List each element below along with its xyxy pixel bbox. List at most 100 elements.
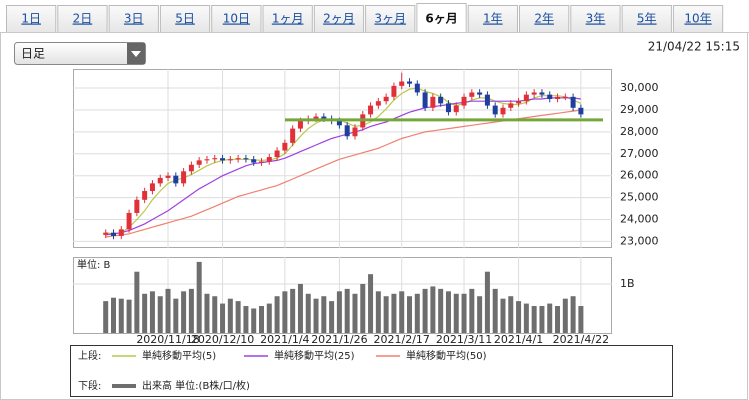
candle-body xyxy=(321,116,327,119)
candle-body xyxy=(492,105,498,115)
volume-bar xyxy=(243,306,249,333)
tab[interactable] xyxy=(519,5,570,33)
candle-body xyxy=(235,158,241,160)
volume-bar xyxy=(399,291,405,333)
period-dropdown[interactable]: 日足 xyxy=(14,42,146,65)
volume-bar xyxy=(344,288,350,333)
candle-body xyxy=(383,96,389,102)
candle-body xyxy=(570,96,576,108)
volume-bar xyxy=(461,293,467,333)
volume-bar xyxy=(484,271,490,333)
y-tick-label: 26,000 xyxy=(620,169,659,182)
volume-bar xyxy=(274,296,280,333)
volume-bar xyxy=(259,306,264,333)
tab-label[interactable]: 3年 xyxy=(586,12,606,26)
candle-body xyxy=(531,92,537,95)
tab-label[interactable]: 2年 xyxy=(534,12,554,26)
volume-bar xyxy=(110,297,116,333)
tab[interactable] xyxy=(621,5,672,33)
tab[interactable] xyxy=(570,5,621,33)
tab[interactable] xyxy=(313,5,365,33)
candle-body xyxy=(344,125,350,137)
candle-body xyxy=(274,150,280,158)
volume-bar xyxy=(453,293,459,333)
tab[interactable] xyxy=(108,5,159,33)
candle-body xyxy=(453,105,459,113)
candle-body xyxy=(196,160,202,165)
volume-bar xyxy=(422,288,428,333)
volume-bar xyxy=(126,299,132,333)
volume-bar xyxy=(212,296,218,333)
candle-body xyxy=(243,158,249,160)
volume-bar xyxy=(220,303,226,333)
volume-bar xyxy=(251,308,257,333)
candle-body xyxy=(157,177,163,184)
tab-label[interactable]: 10日 xyxy=(223,12,250,26)
volume-bar xyxy=(181,291,187,333)
candle-body xyxy=(313,116,319,119)
candle-body xyxy=(414,83,420,93)
tab[interactable] xyxy=(6,5,57,33)
candle-body xyxy=(134,199,140,213)
candle-body xyxy=(173,175,179,184)
tab-label[interactable]: 1日 xyxy=(21,12,41,26)
volume-bar xyxy=(562,298,568,333)
tab-label[interactable]: 3日 xyxy=(124,12,144,26)
candle-body xyxy=(539,92,545,95)
tab-label[interactable]: 1ヶ月 xyxy=(272,12,304,26)
candle-body xyxy=(251,159,257,163)
legend-group-label: 上段: xyxy=(78,349,101,362)
tab-label[interactable]: 5日 xyxy=(175,12,195,26)
volume-plot-frame xyxy=(73,257,612,334)
volume-bar xyxy=(165,288,171,333)
volume-bar xyxy=(313,298,319,333)
candle-body xyxy=(297,120,303,129)
volume-bar xyxy=(445,291,451,333)
x-tick-label: 2021/1/26 xyxy=(311,333,367,346)
tab-label[interactable]: 2ヶ月 xyxy=(323,12,355,26)
volume-bar xyxy=(477,296,483,333)
price-plot-frame xyxy=(73,69,612,248)
dropdown-label[interactable]: 日足 xyxy=(21,47,45,61)
tab-label[interactable]: 3ヶ月 xyxy=(374,12,406,26)
volume-bar xyxy=(383,296,389,333)
candle-body xyxy=(555,96,561,100)
candle-body xyxy=(484,94,490,106)
x-tick-label: 2021/2/17 xyxy=(374,333,430,346)
candle-body xyxy=(477,92,483,95)
panel xyxy=(0,32,748,400)
candle-body xyxy=(266,157,272,162)
dropdown-box[interactable] xyxy=(14,42,146,65)
candle-body xyxy=(500,107,506,115)
tab[interactable] xyxy=(159,5,211,33)
volume-bar xyxy=(227,298,233,333)
tab[interactable] xyxy=(365,5,416,33)
candle-body xyxy=(469,92,475,97)
tab-label[interactable]: 5年 xyxy=(637,12,657,26)
tab[interactable] xyxy=(57,5,108,33)
candle-body xyxy=(212,158,218,160)
candle-body xyxy=(562,96,568,98)
candle-body xyxy=(126,212,132,230)
tab-label[interactable]: 10年 xyxy=(684,12,711,26)
tab[interactable] xyxy=(416,3,467,33)
candle-body xyxy=(204,159,210,161)
candle-body xyxy=(368,105,374,115)
tab[interactable] xyxy=(211,5,262,33)
tab-label[interactable]: 2日 xyxy=(73,12,93,26)
volume-bar xyxy=(469,288,475,333)
candle-body xyxy=(181,171,187,184)
tab[interactable] xyxy=(262,5,313,33)
volume-bar xyxy=(157,296,163,333)
tab[interactable] xyxy=(672,5,724,33)
y-tick-label: 24,000 xyxy=(620,213,659,226)
candle-body xyxy=(445,103,451,113)
volume-bar xyxy=(290,288,296,333)
tab-label[interactable]: 1年 xyxy=(483,12,503,26)
tab-label[interactable]: 6ヶ月 xyxy=(425,12,457,26)
volume-bar xyxy=(391,293,397,333)
y-tick-label: 1B xyxy=(620,277,635,290)
legend-label: 単純移動平均(25) xyxy=(274,349,355,362)
volume-bar xyxy=(555,306,561,333)
volume-bar xyxy=(196,261,202,333)
